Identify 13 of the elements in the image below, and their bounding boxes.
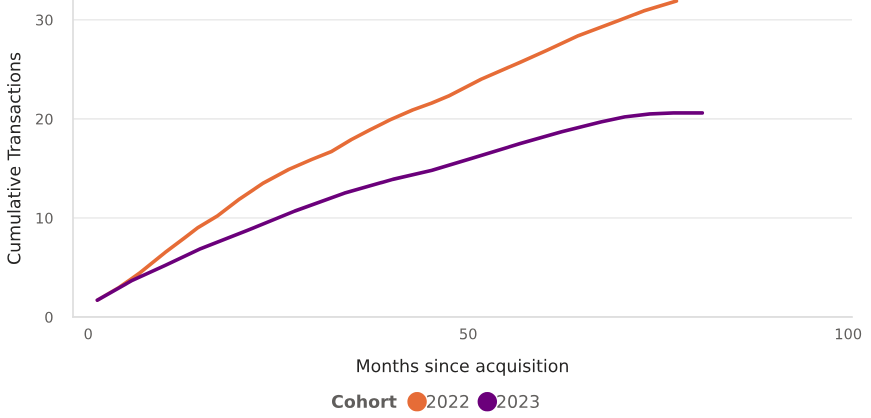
x-tick-label: 0 (84, 328, 92, 340)
legend-label: 2022 (427, 394, 468, 408)
y-tick-label: 0 (45, 312, 53, 323)
x-axis-title: Months since acquisition (357, 358, 568, 376)
y-tick-label: 10 (36, 212, 53, 224)
x-tick-label: 100 (836, 328, 862, 340)
y-axis-title: Cumulative Transactions (7, 52, 21, 264)
x-tick-label: 50 (460, 328, 477, 340)
line-series (96, 111, 704, 302)
y-tick-label: 30 (36, 14, 53, 26)
y-tick-label: 20 (36, 114, 53, 125)
legend-title: Cohort (332, 394, 397, 408)
legend-label: 2023 (497, 394, 539, 408)
